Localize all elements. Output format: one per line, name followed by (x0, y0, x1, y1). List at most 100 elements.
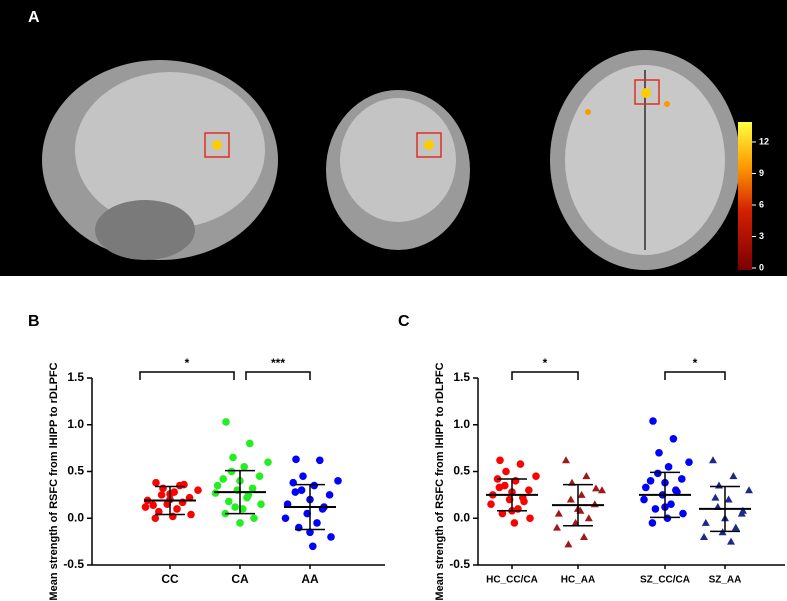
data-point (582, 472, 591, 480)
colorbar-label: 0 (759, 262, 764, 272)
data-point (496, 456, 504, 465)
colorbar (738, 122, 752, 270)
roi-box (416, 132, 442, 158)
data-point (309, 542, 317, 551)
data-point (213, 481, 222, 490)
data-point (239, 505, 247, 513)
data-point (306, 528, 314, 537)
x-tick-label: HC_CC/CA (486, 575, 538, 586)
x-tick-label: HC_AA (561, 575, 595, 586)
y-tick-label: 0.0 (67, 510, 84, 524)
data-point (149, 501, 157, 509)
data-point (648, 519, 657, 527)
data-point (532, 472, 540, 480)
data-point (141, 503, 150, 511)
activation (664, 101, 670, 107)
data-point (679, 509, 687, 518)
x-tick-label: CC (161, 572, 179, 586)
data-point (592, 484, 600, 492)
data-point (562, 456, 570, 464)
data-point (240, 463, 248, 471)
y-tick-label: 0.0 (453, 510, 470, 524)
data-point (554, 509, 563, 517)
data-point (157, 491, 166, 499)
bracket (664, 371, 726, 380)
data-point (669, 434, 678, 443)
x-tick-label: AA (301, 572, 319, 586)
y-tick-label: 0.5 (453, 464, 470, 478)
data-point (598, 486, 606, 494)
significance: * (185, 356, 190, 370)
panel-a: A (0, 0, 787, 276)
significance: * (543, 356, 548, 370)
data-point (664, 463, 673, 471)
data-point (173, 505, 181, 513)
y-axis-label: Mean strength of RSFC from lHIPP to rDLP… (434, 362, 446, 600)
data-point (510, 519, 519, 527)
data-point (739, 506, 747, 514)
data-point (642, 483, 650, 492)
data-point (495, 483, 504, 492)
bracket (139, 371, 235, 380)
y-tick-label: -0.5 (63, 557, 84, 571)
data-point (516, 460, 525, 468)
data-point (577, 490, 586, 498)
data-point (655, 449, 663, 457)
data-point (264, 458, 272, 466)
data-point (250, 514, 258, 523)
x-tick-label: CA (231, 572, 249, 586)
data-point (731, 523, 740, 531)
data-point (711, 493, 720, 501)
data-point (303, 509, 312, 518)
data-point (566, 495, 575, 503)
roi-box (204, 132, 230, 158)
significance: * (693, 356, 698, 370)
y-tick-label: 1.0 (67, 417, 84, 431)
data-point (654, 469, 662, 478)
activation (585, 109, 591, 115)
data-point (295, 523, 303, 532)
data-point (159, 484, 167, 493)
data-point (255, 472, 264, 480)
data-point (640, 495, 648, 504)
colorbar-label: 12 (759, 136, 769, 146)
y-tick-label: 1.5 (67, 370, 84, 384)
data-point (299, 472, 307, 480)
data-point (700, 532, 708, 540)
panel-label: B (28, 313, 40, 330)
panel-label: C (398, 313, 410, 330)
activation (424, 140, 434, 150)
data-point (487, 500, 495, 509)
data-point (219, 475, 227, 483)
x-tick-label: SZ_CC/CA (640, 575, 690, 586)
data-point (646, 477, 655, 485)
data-point (187, 510, 195, 519)
data-point (229, 453, 237, 462)
data-point (727, 537, 735, 545)
colorbar-label: 3 (759, 231, 764, 241)
data-point (257, 500, 265, 509)
data-point (180, 480, 188, 489)
data-point (584, 514, 593, 522)
significance: *** (271, 356, 285, 370)
activation (212, 140, 222, 150)
data-point (511, 477, 520, 485)
bracket (511, 371, 579, 380)
cerebellum (95, 200, 195, 260)
colorbar-label: 6 (759, 199, 764, 209)
data-point (163, 500, 171, 509)
data-point (155, 507, 163, 516)
data-point (194, 486, 202, 495)
data-point (291, 488, 300, 496)
coronal-cortex (340, 98, 456, 222)
x-tick-label: SZ_AA (709, 575, 742, 586)
data-point (151, 514, 160, 523)
sagittal-cortex (75, 72, 265, 228)
bracket (245, 371, 311, 380)
data-point (313, 519, 321, 527)
data-point (525, 486, 533, 495)
data-point (502, 467, 510, 476)
data-point (685, 458, 693, 466)
data-point (327, 533, 335, 541)
